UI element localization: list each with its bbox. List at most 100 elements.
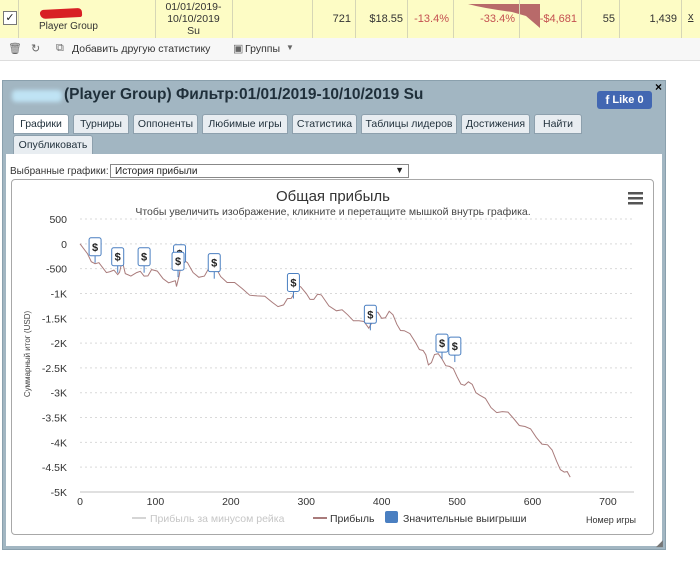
stats-summary-row: ✓ Player Group 01/01/2019- 10/10/2019 Su… <box>0 0 700 39</box>
y-tick-label: -5K <box>51 487 67 499</box>
chart-frame <box>11 179 654 535</box>
legend-item-profit[interactable]: Прибыль <box>313 513 375 525</box>
tab-opponents[interactable]: Оппоненты <box>133 114 198 134</box>
big-win-marker-label: $ <box>452 341 458 353</box>
facebook-like-button[interactable]: f Like 0 <box>597 91 652 109</box>
big-win-marker-label: $ <box>211 258 217 270</box>
pct2-cell: -33.4% <box>454 0 520 38</box>
big-win-marker[interactable]: $ <box>111 247 125 273</box>
x-tick-label: 600 <box>524 496 542 508</box>
big-win-markers: $$$$$$$$$$ <box>88 237 462 363</box>
date-line-1: 01/01/2019- <box>165 1 222 13</box>
redacted-player-name-title <box>12 90 62 102</box>
big-win-marker-label: $ <box>367 309 373 321</box>
row-select-cell[interactable]: ✓ <box>0 0 19 38</box>
chart-select-value: История прибыли <box>115 166 198 177</box>
big-win-marker[interactable]: $ <box>207 253 221 279</box>
y-tick-labels: 500 0 -500 -1K -1.5K -2K -2.5K -3K -3.5K -4K -4.5K… <box>42 214 67 499</box>
hamburger-menu-icon[interactable] <box>628 192 643 205</box>
date-range-cell: 01/01/2019- 10/10/2019 Su <box>155 0 233 38</box>
facebook-icon: f <box>605 93 610 107</box>
stats-toolbar: 🗑 ↻ ⧉ Добавить другую статистику ▣ Групп… <box>0 38 700 61</box>
resize-handle-icon[interactable]: ◢ <box>656 538 663 548</box>
y-tick-label: 500 <box>49 214 67 226</box>
big-win-marker-label: $ <box>141 252 147 264</box>
legend-item-net-profit[interactable]: Прибыль за минусом рейка <box>132 513 285 525</box>
add-stat-link[interactable]: Добавить другую статистику <box>72 43 211 55</box>
big-win-marker[interactable]: $ <box>171 251 185 278</box>
x-tick-label: 700 <box>599 496 617 508</box>
big-win-marker[interactable]: $ <box>286 273 300 299</box>
sparkline-cell <box>232 0 540 38</box>
big-win-marker[interactable]: $ <box>363 304 377 331</box>
legend-label-profit: Прибыль <box>330 513 375 525</box>
x-tick-label: 400 <box>373 496 391 508</box>
tab-achievements[interactable]: Достижения <box>461 114 530 134</box>
big-win-marker-label: $ <box>439 338 445 350</box>
tab-publish[interactable]: Опубликовать <box>13 135 93 155</box>
tab-leaderboards[interactable]: Таблицы лидеров <box>361 114 457 134</box>
tab-tournaments[interactable]: Турниры <box>73 114 129 134</box>
col-55-cell: 55 <box>582 0 620 38</box>
tab-search[interactable]: Найти <box>534 114 582 134</box>
y-tick-label: 0 <box>61 239 67 251</box>
x-tick-label: 200 <box>222 496 240 508</box>
y-tick-label: -4.5K <box>42 462 67 474</box>
x-tick-label: 100 <box>147 496 165 508</box>
legend-item-big-wins[interactable]: Значительные выигрыши <box>385 511 527 525</box>
chart-select-label: Выбранные графики: <box>10 166 109 177</box>
series-line-profit <box>79 243 571 478</box>
legend-label-net-profit: Прибыль за минусом рейка <box>150 513 285 525</box>
remove-row-link[interactable]: x <box>688 11 694 23</box>
dialog-title: (Player Group) Фильтр:01/01/2019-10/10/2… <box>64 86 424 103</box>
chevron-down-icon[interactable]: ▼ <box>286 43 294 52</box>
x-tick-label: 300 <box>297 496 315 508</box>
y-tick-label: -2.5K <box>42 363 67 375</box>
y-tick-label: -500 <box>46 264 67 276</box>
add-stat-icon[interactable]: ⧉ <box>56 42 64 54</box>
tab-favorite-games[interactable]: Любимые игры <box>202 114 288 134</box>
date-line-2: 10/10/2019 <box>167 13 220 25</box>
x-axis-label: Номер игры <box>586 515 636 525</box>
tab-charts[interactable]: Графики <box>13 114 69 134</box>
x-tick-label: 0 <box>77 496 83 508</box>
chart-title: Общая прибыль <box>276 188 390 205</box>
big-win-marker-label: $ <box>115 252 121 264</box>
row-checkbox[interactable]: ✓ <box>3 11 17 25</box>
grid-lines <box>80 218 634 468</box>
big-win-marker[interactable]: $ <box>448 336 462 363</box>
y-tick-label: -1.5K <box>42 313 67 325</box>
pct1-cell: -13.4% <box>408 0 454 38</box>
amount-cell: -$4,681 <box>520 0 582 38</box>
chart-subtitle: Чтобы увеличить изображение, кликните и … <box>135 206 530 218</box>
big-win-marker-label: $ <box>92 242 98 254</box>
big-win-marker[interactable]: $ <box>88 237 102 263</box>
groups-icon[interactable]: ▣ <box>233 43 244 55</box>
player-cell: Player Group <box>18 0 156 38</box>
y-tick-label: -2K <box>51 338 67 350</box>
legend: Прибыль за минусом рейка Прибыль Значите… <box>132 511 527 525</box>
x-tick-labels: 0 100 200 300 400 500 600 700 <box>77 496 617 508</box>
big-win-marker[interactable]: $ <box>137 247 151 273</box>
chevron-down-icon: ▼ <box>395 165 404 175</box>
bb-cell: $18.55 <box>356 0 408 38</box>
date-line-3: Su <box>187 25 200 37</box>
groups-menu[interactable]: Группы <box>245 43 280 55</box>
col-1439-cell: 1,439 <box>620 0 682 38</box>
trash-icon[interactable]: 🗑 <box>8 43 22 55</box>
big-win-marker[interactable]: $ <box>435 333 449 360</box>
y-tick-label: -3K <box>51 388 67 400</box>
y-axis-label: Суммарный итог (USD) <box>23 311 32 398</box>
tab-statistics[interactable]: Статистика <box>292 114 357 134</box>
y-tick-label: -4K <box>51 437 67 449</box>
close-icon[interactable]: × <box>655 80 663 94</box>
y-tick-label: -1K <box>51 288 67 300</box>
legend-label-big-wins: Значительные выигрыши <box>403 513 527 525</box>
refresh-icon[interactable]: ↻ <box>31 43 41 55</box>
big-win-marker-label: $ <box>290 278 296 290</box>
y-tick-label: -3.5K <box>42 413 67 425</box>
x-tick-label: 500 <box>448 496 466 508</box>
chart-select[interactable]: История прибыли ▼ <box>110 164 409 178</box>
big-win-marker-label: $ <box>175 256 181 268</box>
